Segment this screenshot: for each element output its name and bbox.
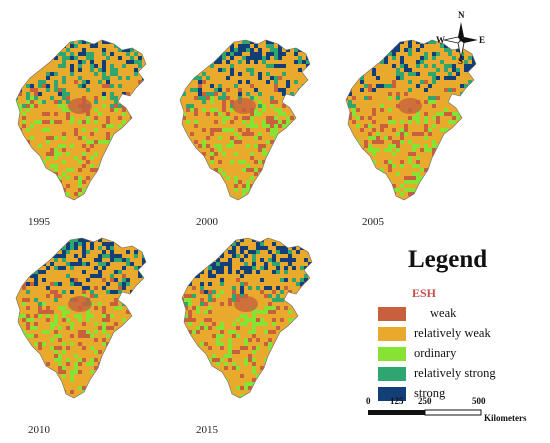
scale-unit-label: Kilometers	[484, 413, 527, 423]
legend-label: relatively weak	[414, 326, 491, 340]
year-label-2000: 2000	[196, 216, 218, 228]
legend-title: Legend	[408, 246, 488, 273]
legend-swatch	[378, 387, 406, 401]
year-label-2015: 2015	[196, 424, 218, 436]
compass-rose: N S E W	[436, 10, 486, 66]
map-texture	[16, 40, 146, 200]
legend-subtitle: ESH	[412, 286, 437, 300]
legend-swatch	[378, 327, 406, 341]
map-2010	[10, 234, 160, 406]
scale-bar-graphic	[368, 409, 482, 416]
map-2010-svg	[15, 237, 147, 399]
map-1995-svg	[15, 39, 147, 201]
map-legend: Legend ESH weak relatively weak ordinary…	[368, 246, 548, 436]
scale-tick-label: 125	[390, 396, 404, 406]
map-2000	[174, 36, 324, 208]
scale-bar: 0 125 250 500 Kilometers	[364, 396, 548, 432]
scale-tick-label: 500	[472, 396, 486, 406]
legend-swatch	[378, 347, 406, 361]
map-texture	[16, 238, 146, 398]
year-label-2005: 2005	[362, 216, 384, 228]
compass-west-label: W	[436, 35, 445, 45]
legend-label: weak	[430, 306, 457, 320]
map-1995	[10, 36, 160, 208]
compass-north-label: N	[458, 10, 465, 20]
compass-icon	[443, 22, 478, 59]
scale-tick-label: 0	[366, 396, 371, 406]
year-label-2010: 2010	[28, 424, 50, 436]
legend-label: strong	[414, 386, 446, 400]
map-2000-svg	[179, 39, 311, 201]
legend-swatch	[378, 307, 406, 321]
compass-east-label: E	[479, 35, 486, 45]
legend-label: relatively strong	[414, 366, 496, 380]
map-2015	[176, 234, 326, 406]
compass-south-label: S	[458, 56, 464, 66]
map-2005-svg	[345, 39, 477, 201]
legend-swatch	[378, 367, 406, 381]
map-texture	[180, 40, 310, 200]
map-2005	[340, 36, 490, 208]
map-texture	[182, 238, 312, 398]
legend-label: ordinary	[414, 346, 457, 360]
year-label-1995: 1995	[28, 216, 50, 228]
scale-tick-label: 250	[418, 396, 432, 406]
map-2015-svg	[181, 237, 313, 399]
